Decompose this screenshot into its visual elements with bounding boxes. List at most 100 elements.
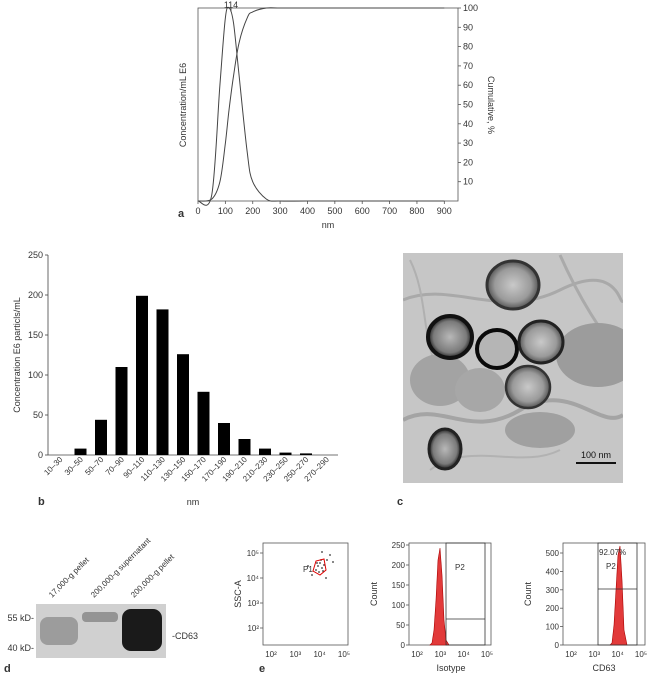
scatter-event — [311, 574, 313, 576]
a-rtick-label: 60 — [463, 80, 473, 90]
cd63-percent: 92.07% — [599, 548, 626, 557]
histogram-bar — [197, 391, 210, 455]
panel-a-xlabel: nm — [322, 220, 335, 230]
cd63-histogram: Count 0 100 200 300 400 500 10² 10³ 10⁴ 10⁵ 92.0… — [523, 542, 647, 673]
peak-label: 114 — [224, 0, 238, 10]
cd63-ylabel: Count — [523, 582, 533, 607]
panel-d: 17,000-g pellet 200,000-g supernatant 20… — [4, 536, 198, 675]
b-ytick-label: 100 — [28, 370, 43, 380]
panel-b-x-ticks: 10–3030–5050–7070–9090–110110–130130–150… — [42, 455, 331, 484]
cd63-frame — [562, 542, 646, 646]
panel-b-bars — [74, 295, 312, 455]
scatter-x-ticks: 10² 10³ 10⁴ 10⁵ — [265, 650, 350, 659]
isotype-frame — [408, 542, 492, 646]
e-xtick-label: 10⁴ — [457, 650, 470, 659]
a-rtick-label: 10 — [463, 177, 473, 187]
e-ytick-label: 0 — [555, 641, 560, 650]
a-rtick-label: 100 — [463, 3, 478, 13]
scatter-event — [321, 567, 323, 569]
em-texture — [403, 254, 623, 471]
panel-b: b Concentration E6 particls/mL 0 50 100 150… — [12, 250, 338, 508]
a-xtick-label: 800 — [409, 206, 424, 216]
concentration-curve — [197, 6, 445, 206]
e-xtick-label: 10⁴ — [313, 650, 326, 659]
histogram-bar — [218, 423, 230, 455]
scatter-event — [329, 554, 331, 556]
a-xtick-label: 700 — [382, 206, 397, 216]
e-xtick-label: 10⁵ — [338, 650, 350, 659]
e-ytick-label: 10² — [247, 624, 259, 633]
e-xtick-label: 10³ — [290, 650, 302, 659]
scatter-plot: SSC-A 10² 10³ 10⁴ 10⁵ 10² 10³ 10⁴ 10⁵ P1 — [233, 542, 350, 659]
histogram-bar — [259, 448, 271, 455]
histogram-bar — [238, 439, 251, 455]
scatter-event — [326, 559, 328, 561]
cd63-xlabel: CD63 — [592, 663, 615, 673]
panel-e: e SSC-A 10² 10³ 10⁴ 10⁵ 10² 10³ 10⁴ 10⁵ P1 Cou… — [233, 541, 647, 675]
gate-p1 — [312, 558, 327, 576]
a-rtick-label: 90 — [463, 22, 473, 32]
histogram-bar — [300, 453, 312, 455]
gate-p2-cd63 — [597, 542, 638, 646]
a-rtick-label: 50 — [463, 100, 473, 110]
isotype-y-ticks: 0 50 100 150 200 250 — [392, 541, 409, 650]
a-rtick-label: 20 — [463, 157, 473, 167]
isotype-histogram-fill — [429, 547, 450, 646]
e-ytick-label: 300 — [546, 586, 560, 595]
e-ytick-label: 0 — [401, 641, 406, 650]
e-xtick-label: 10² — [265, 650, 277, 659]
b-ytick-label: 200 — [28, 290, 43, 300]
vesicles — [426, 259, 565, 471]
band-lane-3 — [122, 609, 162, 651]
scatter-event — [307, 565, 309, 567]
scatter-event — [332, 561, 334, 563]
a-xtick-label: 200 — [245, 206, 260, 216]
b-xtick-label: 10–30 — [42, 455, 64, 477]
histogram-bar — [279, 452, 292, 455]
gate-p2-isotype — [445, 542, 486, 646]
scatter-frame — [262, 542, 349, 646]
histogram-bar — [95, 419, 107, 455]
a-rtick-label: 70 — [463, 61, 473, 71]
panel-c: 100 nm c — [397, 253, 623, 508]
panel-b-y-ticks: 0 50 100 150 200 250 — [28, 250, 48, 460]
scatter-event — [321, 551, 323, 553]
isotype-histogram: Count 0 50 100 150 200 250 10² 10³ 10⁴ 10⁵ P2 Is… — [369, 541, 493, 673]
e-xtick-label: 10⁵ — [481, 650, 493, 659]
scatter-event — [316, 562, 318, 564]
b-ytick-label: 250 — [28, 250, 43, 260]
e-ytick-label: 250 — [392, 541, 406, 550]
histogram-bar — [177, 354, 189, 455]
a-xtick-label: 900 — [437, 206, 452, 216]
scatter-event — [317, 565, 319, 567]
a-xtick-label: 300 — [273, 206, 288, 216]
panel-a-right-ylabel: Cumulative, % — [486, 76, 496, 134]
marker-40kd: 40 kD- — [7, 643, 34, 653]
scatter-event — [319, 562, 321, 564]
e-xtick-label: 10³ — [435, 650, 447, 659]
marker-55kd: 55 kD- — [7, 613, 34, 623]
b-xtick-label: 30–50 — [63, 455, 85, 477]
e-xtick-label: 10² — [411, 650, 423, 659]
histogram-bar — [115, 367, 128, 455]
e-ytick-label: 50 — [396, 621, 405, 630]
panel-c-letter: c — [397, 496, 403, 508]
isotype-xlabel: Isotype — [436, 663, 465, 673]
b-ytick-label: 150 — [28, 330, 43, 340]
panel-b-ylabel: Concentration E6 particls/mL — [12, 297, 22, 413]
e-ytick-label: 100 — [392, 601, 406, 610]
scatter-events — [307, 551, 334, 579]
e-ytick-label: 200 — [392, 561, 406, 570]
e-ytick-label: 500 — [546, 549, 560, 558]
scatter-ylabel: SSC-A — [233, 580, 243, 608]
cd63-band-label: -CD63 — [172, 631, 198, 641]
gate-p2-cd63-label: P2 — [606, 562, 616, 571]
scatter-event — [315, 569, 317, 571]
cd63-y-ticks: 0 100 200 300 400 500 — [546, 549, 563, 650]
e-ytick-label: 100 — [546, 623, 560, 632]
cumulative-curve — [197, 7, 445, 202]
isotype-ylabel: Count — [369, 582, 379, 607]
band-lane-2 — [82, 612, 118, 622]
a-xtick-label: 100 — [218, 206, 233, 216]
e-xtick-label: 10² — [565, 650, 577, 659]
